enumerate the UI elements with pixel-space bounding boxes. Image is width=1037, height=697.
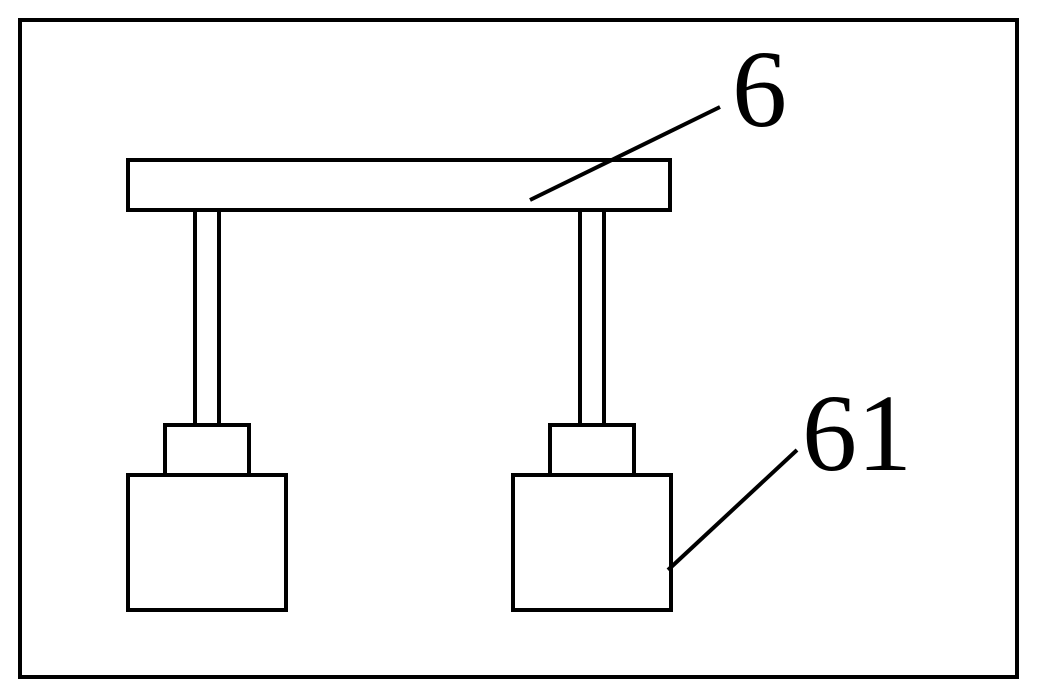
top-beam (128, 160, 670, 210)
collar-0 (165, 425, 249, 475)
base-0 (128, 475, 286, 610)
collar-1 (550, 425, 634, 475)
engineering-diagram: 6 61 (0, 0, 1037, 697)
label-0-text: 6 (732, 28, 787, 150)
label-1-text: 61 (802, 372, 912, 494)
base-1 (513, 475, 671, 610)
